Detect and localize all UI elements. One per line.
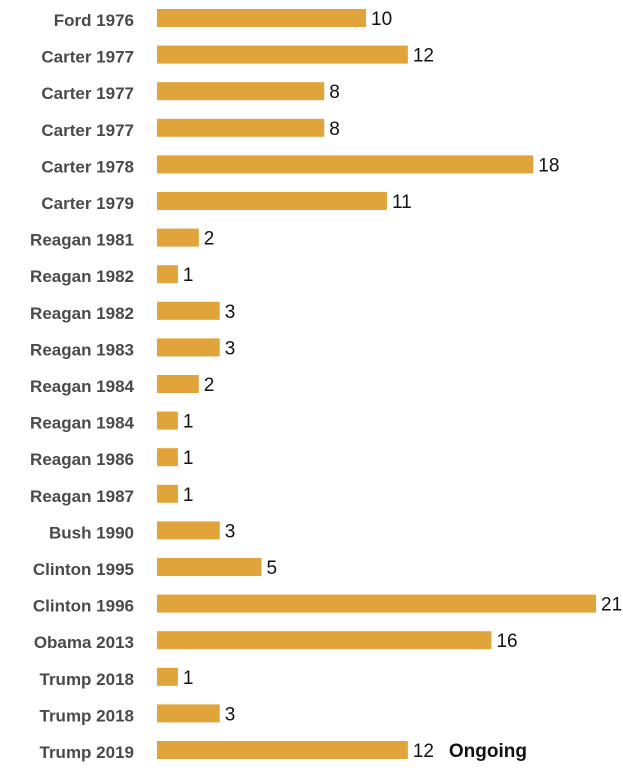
value-label: 16: [496, 631, 517, 652]
value-label: 2: [204, 375, 215, 396]
value-label: 1: [183, 668, 194, 689]
value-label: 2: [204, 229, 215, 250]
bars: [157, 9, 596, 759]
category-label: Trump 2019: [40, 743, 135, 762]
category-label: Obama 2013: [34, 633, 134, 652]
value-label: 1: [183, 265, 194, 286]
bar: [157, 265, 178, 284]
bar: [157, 521, 220, 540]
value-label: 18: [538, 155, 559, 176]
value-label: 21: [601, 595, 622, 616]
bar: [157, 448, 178, 467]
value-label: 10: [371, 9, 392, 30]
category-labels: Ford 1976 Carter 1977 Carter 1977 Carter 19…: [30, 11, 134, 762]
category-label: Carter 1977: [41, 121, 134, 140]
value-label: 3: [225, 338, 236, 359]
bar: [157, 301, 220, 320]
bar: [157, 82, 325, 101]
bar: [157, 338, 220, 357]
category-label: Reagan 1986: [30, 450, 134, 469]
bar: [157, 741, 408, 759]
bar: [157, 594, 596, 613]
bar: [157, 9, 367, 27]
value-label: 3: [225, 521, 236, 542]
category-label: Trump 2018: [40, 706, 135, 725]
bar: [157, 667, 178, 686]
category-label: Reagan 1982: [30, 304, 134, 323]
value-label: 1: [183, 485, 194, 506]
category-label: Trump 2018: [40, 670, 135, 689]
value-label: 12: [413, 46, 434, 67]
bar: [157, 484, 178, 503]
category-label: Reagan 1983: [30, 340, 134, 359]
category-label: Reagan 1981: [30, 231, 134, 250]
annotation-label: Ongoing: [449, 741, 527, 762]
bar: [157, 704, 220, 723]
value-label: 5: [267, 558, 278, 579]
bar: [157, 118, 325, 137]
bar: [157, 375, 199, 393]
category-label: Carter 1979: [41, 194, 134, 213]
category-label: Carter 1978: [41, 157, 134, 176]
category-label: Bush 1990: [49, 523, 134, 542]
category-label: Clinton 1996: [33, 597, 134, 616]
bar: [157, 631, 492, 650]
category-label: Reagan 1982: [30, 267, 134, 286]
bar: [157, 192, 387, 210]
category-label: Carter 1977: [41, 84, 134, 103]
value-label: 1: [183, 412, 194, 433]
value-label: 8: [329, 119, 340, 140]
bar: [157, 558, 262, 576]
category-label: Reagan 1984: [30, 377, 134, 396]
category-label: Ford 1976: [54, 11, 134, 30]
category-label: Reagan 1987: [30, 487, 134, 506]
bar: [157, 228, 199, 247]
value-label: 3: [225, 704, 236, 725]
bar: [157, 411, 178, 430]
value-label: 12: [413, 741, 434, 762]
category-label: Reagan 1984: [30, 414, 134, 433]
bar: [157, 45, 408, 64]
value-label: 8: [329, 82, 340, 103]
value-label: 11: [392, 192, 412, 213]
bar: [157, 155, 534, 174]
value-label: 3: [225, 302, 236, 323]
category-label: Clinton 1995: [33, 560, 134, 579]
value-label: 1: [183, 448, 194, 469]
category-label: Carter 1977: [41, 48, 134, 67]
